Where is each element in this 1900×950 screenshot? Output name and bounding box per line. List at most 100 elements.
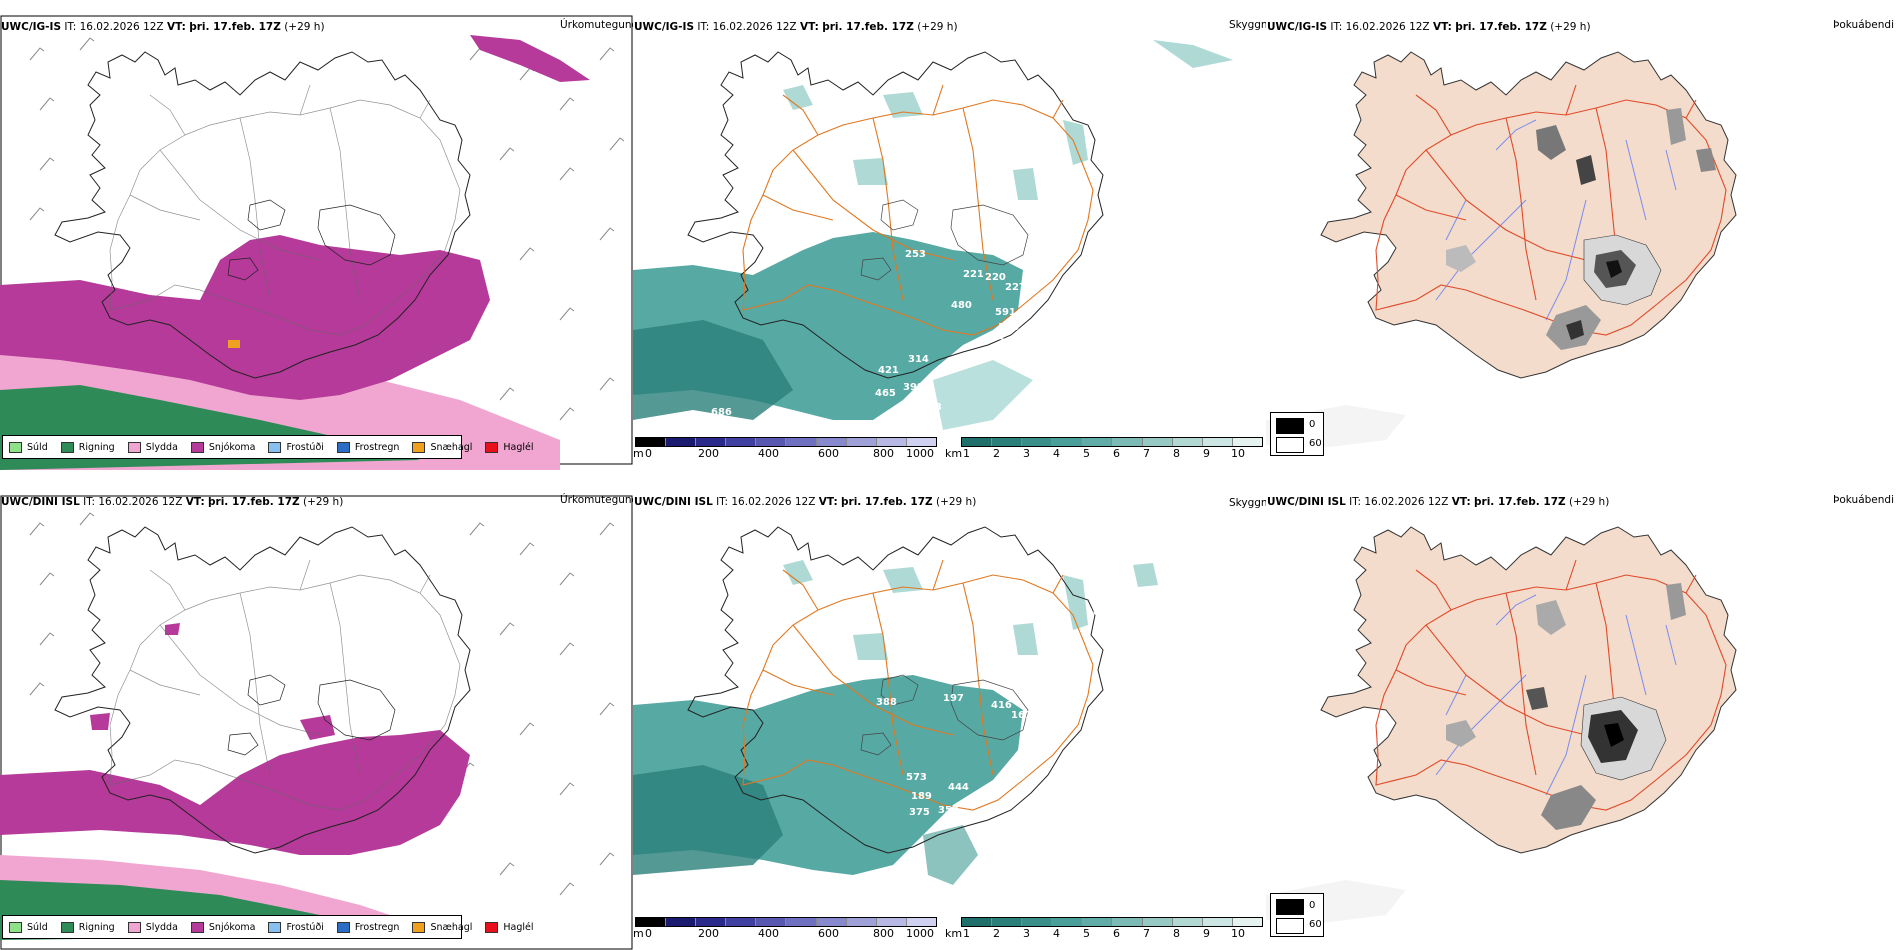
visibility-map: 309 388 197 416 161 527 331 561 396 474 …: [633, 526, 1158, 920]
vis-label: 256: [641, 909, 662, 920]
legend-swatch: [127, 921, 141, 933]
vis-label: 591: [995, 307, 1016, 318]
init-time: 16.02.2026 12Z: [79, 21, 164, 33]
vis-label: 527: [1037, 710, 1058, 721]
precip-map: [0, 495, 633, 950]
legend-swatch: [336, 921, 350, 933]
model-name: UWC/DINI ISL: [634, 496, 713, 508]
vis-label: 197: [943, 693, 964, 704]
vis-label: 253: [905, 249, 926, 260]
legend-swatch: [9, 441, 22, 453]
ceiling-unit: m: [633, 927, 644, 940]
panel-title: Þokuábendi: [1833, 494, 1894, 506]
snow-area: [0, 235, 490, 400]
vis-label: 480: [951, 300, 972, 311]
panel-dini-fog: UWC/DINI ISL IT: 16.02.2026 12Z VT: þri.…: [1266, 475, 1899, 950]
vis-label: 331: [1057, 717, 1078, 728]
fog-areas: [1446, 108, 1716, 350]
vis-label: 314: [908, 354, 929, 365]
visibility-values: 309 388 197 416 161 527 331 561 396 474 …: [641, 607, 1107, 920]
legend-swatch: [60, 441, 74, 453]
panel-title: Skyggni: [1229, 19, 1266, 31]
vis-label: 374: [998, 337, 1019, 348]
vis-label: 161: [1011, 710, 1032, 721]
legend-swatch: [190, 921, 204, 933]
fog-map: [1266, 51, 1737, 450]
vis-label: 804: [990, 780, 1011, 791]
vis-label: 465: [875, 388, 896, 399]
legend-swatch: [268, 441, 282, 453]
ceiling-colorbar: [635, 437, 937, 447]
vis-label: 388: [876, 697, 897, 708]
fog-swatch-black: [1276, 418, 1304, 434]
ceiling-colorbar: [635, 917, 937, 927]
fog-legend: 0 60: [1270, 412, 1324, 456]
snow-area-ne: [470, 35, 590, 82]
legend-swatch: [190, 441, 204, 453]
panel-title: Úrkomutegund: [560, 19, 633, 31]
vis-label: 309: [1086, 607, 1107, 618]
model-name: UWC/IG-IS: [1267, 21, 1328, 33]
lead-time: (+29 h): [1568, 496, 1610, 508]
wind-barbs: [29, 512, 615, 896]
legend-swatch: [60, 921, 74, 933]
vis-label: 573: [906, 772, 927, 783]
valid-time: þri. 17.feb. 17Z: [1455, 21, 1547, 33]
vis-label: 221: [963, 269, 984, 280]
vis-label: 253: [921, 402, 942, 413]
vis-label: 444: [948, 782, 969, 793]
model-name: UWC/IG-IS: [634, 21, 695, 33]
vis-label: 421: [878, 365, 899, 376]
panel-title: Þokuábendi: [1833, 19, 1894, 31]
precip-map: [0, 15, 633, 470]
model-name: UWC/DINI ISL: [1, 496, 80, 508]
visibility-unit: km: [945, 447, 963, 460]
panel-header: UWC/IG-IS IT: 16.02.2026 12Z VT: þri. 17…: [1267, 21, 1591, 33]
legend-swatch: [485, 921, 499, 933]
init-time: 16.02.2026 12Z: [1364, 496, 1449, 508]
precip-type-legend: Súld Rigning Slydda Snjókoma Frostúði Fr…: [2, 915, 534, 939]
fog-swatch-black: [1276, 899, 1304, 915]
lead-time: (+29 h): [302, 496, 344, 508]
panel-igis-precip: UWC/IG-IS IT: 16.02.2026 12Z VT: þri. 17…: [0, 0, 633, 475]
vis-label: 396: [1018, 742, 1039, 753]
valid-time: þri. 17.feb. 17Z: [822, 21, 914, 33]
valid-time: þri. 17.feb. 17Z: [189, 21, 281, 33]
vis-label: 220: [985, 272, 1006, 283]
ice-pellets-spot: [228, 340, 240, 348]
visibility-values: 253 221 220 227 480 591 354 374 314 421 …: [711, 249, 1026, 418]
vis-label: 227: [1005, 282, 1026, 293]
vis-label: 474: [1061, 767, 1082, 778]
precip-type-legend: Súld Rigning Slydda Snjókoma Frostúði Fr…: [2, 435, 534, 459]
panel-title: Úrkomutegund: [560, 494, 633, 506]
vis-label: 189: [911, 791, 932, 802]
vis-label: 416: [991, 700, 1012, 711]
panel-dini-precip: UWC/DINI ISL IT: 16.02.2026 12Z VT: þri.…: [0, 475, 633, 950]
vis-label: 399: [903, 382, 924, 393]
valid-time: þri. 17.feb. 17Z: [841, 496, 933, 508]
vis-label: 561: [1031, 727, 1052, 738]
vis-label: 375: [909, 807, 930, 818]
valid-time: þri. 17.feb. 17Z: [1474, 496, 1566, 508]
panel-title: Skyggni: [1229, 497, 1266, 509]
panel-igis-fog: UWC/IG-IS IT: 16.02.2026 12Z VT: þri. 17…: [1266, 0, 1899, 475]
lead-time: (+29 h): [284, 21, 325, 33]
ceiling-unit: m: [633, 447, 644, 460]
model-name: UWC/IG-IS: [1, 21, 62, 33]
init-time: 16.02.2026 12Z: [1345, 21, 1430, 33]
visibility-colorbar: [961, 437, 1263, 447]
legend-swatch: [412, 921, 426, 933]
panel-header: UWC/DINI ISL IT: 16.02.2026 12Z VT: þri.…: [1, 496, 344, 508]
valid-time: þri. 17.feb. 17Z: [208, 496, 300, 508]
fog-swatch-white: [1276, 437, 1304, 453]
fog-swatch-white: [1276, 918, 1304, 934]
visibility-colorbar: [961, 917, 1263, 927]
vis-label: 686: [711, 407, 732, 418]
legend-swatch: [127, 441, 141, 453]
panel-header: UWC/DINI ISL IT: 16.02.2026 12Z VT: þri.…: [634, 496, 977, 508]
init-time: 16.02.2026 12Z: [712, 21, 797, 33]
vis-label: 738: [645, 877, 666, 888]
fog-areas: [1446, 583, 1686, 830]
panel-header: UWC/IG-IS IT: 16.02.2026 12Z VT: þri. 17…: [1, 21, 325, 33]
legend-swatch: [9, 921, 22, 933]
